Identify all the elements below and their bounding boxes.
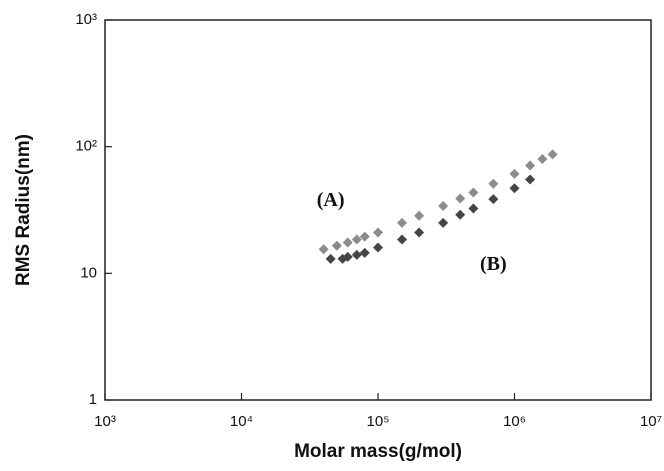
point bbox=[351, 249, 362, 260]
annotation: (A) bbox=[317, 189, 345, 211]
point bbox=[373, 227, 383, 238]
point bbox=[325, 253, 336, 264]
x-tick-label: 10⁷ bbox=[640, 413, 662, 430]
point bbox=[525, 174, 536, 185]
y-axis-title: RMS Radius(nm) bbox=[13, 134, 34, 286]
x-tick-label: 10⁶ bbox=[503, 413, 526, 430]
point bbox=[342, 251, 353, 262]
point bbox=[397, 217, 408, 228]
point bbox=[525, 160, 536, 171]
plot-frame bbox=[104, 19, 652, 401]
point bbox=[547, 149, 558, 160]
y-tick-label: 10² bbox=[75, 138, 97, 155]
point bbox=[537, 153, 548, 164]
point bbox=[351, 234, 362, 245]
y-tick-label: 10³ bbox=[75, 11, 97, 28]
point bbox=[455, 209, 466, 220]
point bbox=[468, 187, 479, 198]
point bbox=[342, 237, 353, 248]
point bbox=[509, 183, 520, 194]
y-tick-label: 1 bbox=[89, 391, 97, 408]
point bbox=[331, 240, 342, 251]
point bbox=[468, 203, 479, 214]
x-tick-label: 10³ bbox=[94, 413, 116, 430]
y-tick-label: 10 bbox=[80, 264, 97, 281]
annotation: (B) bbox=[480, 253, 507, 275]
point bbox=[488, 178, 499, 189]
x-tick-label: 10⁵ bbox=[367, 413, 390, 430]
point bbox=[397, 234, 408, 245]
point bbox=[373, 242, 383, 253]
point bbox=[318, 244, 329, 255]
point bbox=[488, 194, 499, 205]
point bbox=[359, 231, 370, 242]
point bbox=[359, 247, 370, 258]
point bbox=[414, 227, 425, 238]
point bbox=[414, 210, 425, 221]
point bbox=[455, 193, 466, 204]
point bbox=[438, 217, 449, 228]
x-axis-title: Molar mass(g/mol) bbox=[294, 441, 462, 462]
x-tick-label: 10⁴ bbox=[230, 413, 253, 430]
point bbox=[509, 168, 520, 179]
point bbox=[438, 201, 449, 212]
